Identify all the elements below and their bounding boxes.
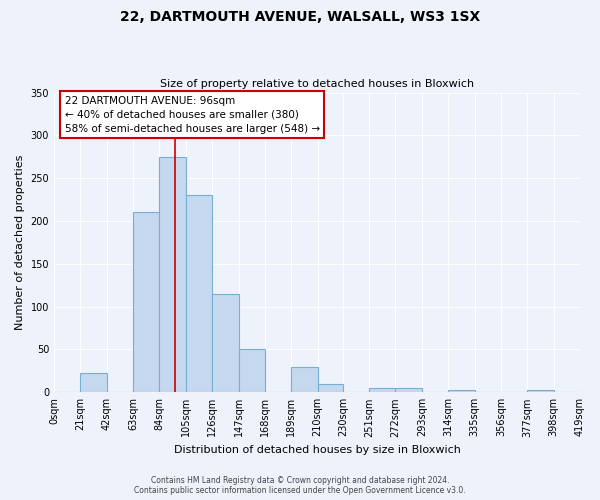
Bar bbox=[212, 294, 239, 392]
Bar bbox=[239, 350, 265, 393]
Bar bbox=[186, 196, 212, 392]
Text: Contains HM Land Registry data © Crown copyright and database right 2024.
Contai: Contains HM Land Registry data © Crown c… bbox=[134, 476, 466, 495]
Bar bbox=[291, 366, 317, 392]
Bar bbox=[395, 388, 422, 392]
Bar bbox=[448, 390, 475, 392]
Title: Size of property relative to detached houses in Bloxwich: Size of property relative to detached ho… bbox=[160, 79, 474, 89]
Text: 22 DARTMOUTH AVENUE: 96sqm
← 40% of detached houses are smaller (380)
58% of sem: 22 DARTMOUTH AVENUE: 96sqm ← 40% of deta… bbox=[65, 96, 320, 134]
Bar bbox=[133, 212, 160, 392]
Bar bbox=[317, 384, 343, 392]
Bar bbox=[369, 388, 395, 392]
X-axis label: Distribution of detached houses by size in Bloxwich: Distribution of detached houses by size … bbox=[173, 445, 460, 455]
Text: 22, DARTMOUTH AVENUE, WALSALL, WS3 1SX: 22, DARTMOUTH AVENUE, WALSALL, WS3 1SX bbox=[120, 10, 480, 24]
Y-axis label: Number of detached properties: Number of detached properties bbox=[15, 154, 25, 330]
Bar bbox=[80, 374, 107, 392]
Bar bbox=[160, 157, 186, 392]
Bar bbox=[527, 390, 554, 392]
